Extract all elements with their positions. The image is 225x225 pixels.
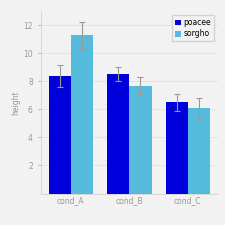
Bar bbox=[166, 102, 188, 194]
Bar bbox=[107, 74, 129, 194]
Bar bbox=[71, 35, 93, 193]
Legend: poacee, sorgho: poacee, sorgho bbox=[171, 15, 214, 41]
Bar bbox=[129, 86, 152, 194]
Y-axis label: height: height bbox=[11, 90, 20, 115]
Bar bbox=[188, 108, 210, 194]
Bar bbox=[49, 76, 71, 194]
